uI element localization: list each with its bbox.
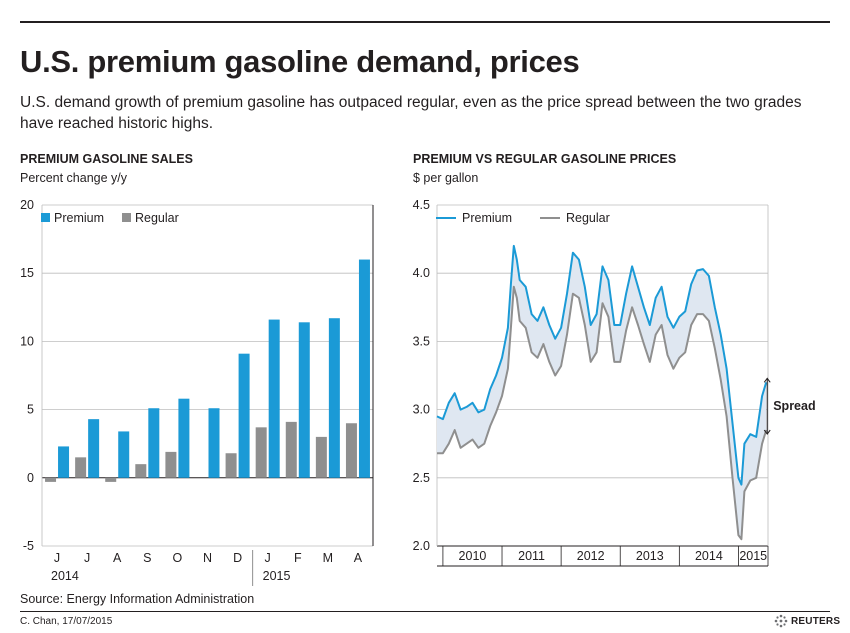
- reuters-dots-icon: [774, 614, 788, 628]
- price-chart-unit: $ per gallon: [413, 171, 479, 185]
- premium-bar: [298, 322, 310, 478]
- year-label: 2014: [51, 569, 79, 583]
- legend-premium-label: Premium: [54, 211, 104, 225]
- regular-bar: [225, 453, 237, 478]
- regular-bar: [345, 423, 357, 478]
- premium-line: [436, 244, 768, 486]
- premium-bar: [238, 353, 250, 478]
- legend-regular-swatch: [122, 213, 131, 222]
- regular-bar: [75, 457, 87, 478]
- regular-bar: [165, 451, 177, 478]
- spread-label: Spread: [773, 399, 815, 413]
- page-subtitle: U.S. demand growth of premium gasoline h…: [20, 94, 802, 132]
- y-tick-label: 20: [20, 198, 34, 212]
- credit-note: C. Chan, 17/07/2015: [20, 616, 113, 627]
- x-tick-label: A: [113, 551, 122, 565]
- y-tick-label: 5: [27, 403, 34, 417]
- x-tick-label: J: [54, 551, 60, 565]
- x-tick-label: N: [203, 551, 212, 565]
- x-tick-label: J: [265, 551, 271, 565]
- top-rule: [20, 21, 830, 23]
- x-tick-label: M: [323, 551, 333, 565]
- y-tick-label: 2.5: [413, 471, 430, 485]
- x-tick-label: 2015: [739, 549, 767, 563]
- regular-bar: [255, 427, 267, 478]
- premium-bar: [358, 259, 370, 478]
- x-tick-label: 2014: [695, 549, 723, 563]
- y-tick-label: 4.0: [413, 266, 430, 280]
- x-tick-label: F: [294, 551, 302, 565]
- x-tick-label: S: [143, 551, 151, 565]
- sales-chart-unit: Percent change y/y: [20, 171, 128, 185]
- source-note: Source: Energy Information Administratio…: [20, 592, 255, 606]
- x-tick-label: J: [84, 551, 90, 565]
- reuters-logo: REUTERS: [774, 614, 840, 628]
- x-tick-label: 2011: [518, 549, 545, 563]
- year-label: 2015: [263, 569, 291, 583]
- legend-regular-label: Regular: [566, 211, 610, 225]
- spread-area: [437, 245, 767, 540]
- premium-bar: [148, 408, 160, 478]
- y-tick-label: 2.0: [413, 539, 430, 553]
- premium-bar: [58, 446, 70, 478]
- x-tick-label: O: [173, 551, 183, 565]
- regular-bar: [135, 464, 147, 478]
- x-tick-label: D: [233, 551, 242, 565]
- premium-bar: [268, 319, 280, 478]
- page-title: U.S. premium gasoline demand, prices: [20, 44, 580, 79]
- y-tick-label: 10: [20, 334, 34, 348]
- sales-chart-title: PREMIUM GASOLINE SALES: [20, 152, 193, 166]
- premium-bar: [118, 431, 130, 478]
- premium-bar: [208, 408, 220, 478]
- y-tick-label: 3.0: [413, 403, 430, 417]
- regular-bar: [45, 477, 57, 482]
- x-tick-label: A: [354, 551, 363, 565]
- x-tick-label: 2013: [636, 549, 664, 563]
- legend-regular-label: Regular: [135, 211, 179, 225]
- logo-text: REUTERS: [791, 615, 841, 627]
- legend-premium-swatch: [41, 213, 50, 222]
- spread-arrow-head: [763, 429, 771, 435]
- regular-bar: [105, 477, 117, 482]
- x-tick-label: 2012: [577, 549, 605, 563]
- price-chart-title: PREMIUM VS REGULAR GASOLINE PRICES: [413, 152, 677, 166]
- y-tick-label: 0: [27, 471, 34, 485]
- bottom-rule: [20, 611, 830, 612]
- legend-premium-label: Premium: [462, 211, 512, 225]
- y-tick-label: 3.5: [413, 334, 430, 348]
- premium-bar: [328, 318, 340, 478]
- regular-bar: [285, 421, 297, 478]
- premium-bar: [88, 419, 100, 478]
- spread-arrow-head: [763, 377, 771, 383]
- regular-line: [437, 285, 768, 541]
- regular-bar: [315, 436, 327, 478]
- y-tick-label: 4.5: [413, 198, 430, 212]
- x-tick-label: 2010: [459, 549, 487, 563]
- y-tick-label: 15: [20, 266, 34, 280]
- y-tick-label: -5: [23, 539, 34, 553]
- premium-bar: [178, 398, 190, 478]
